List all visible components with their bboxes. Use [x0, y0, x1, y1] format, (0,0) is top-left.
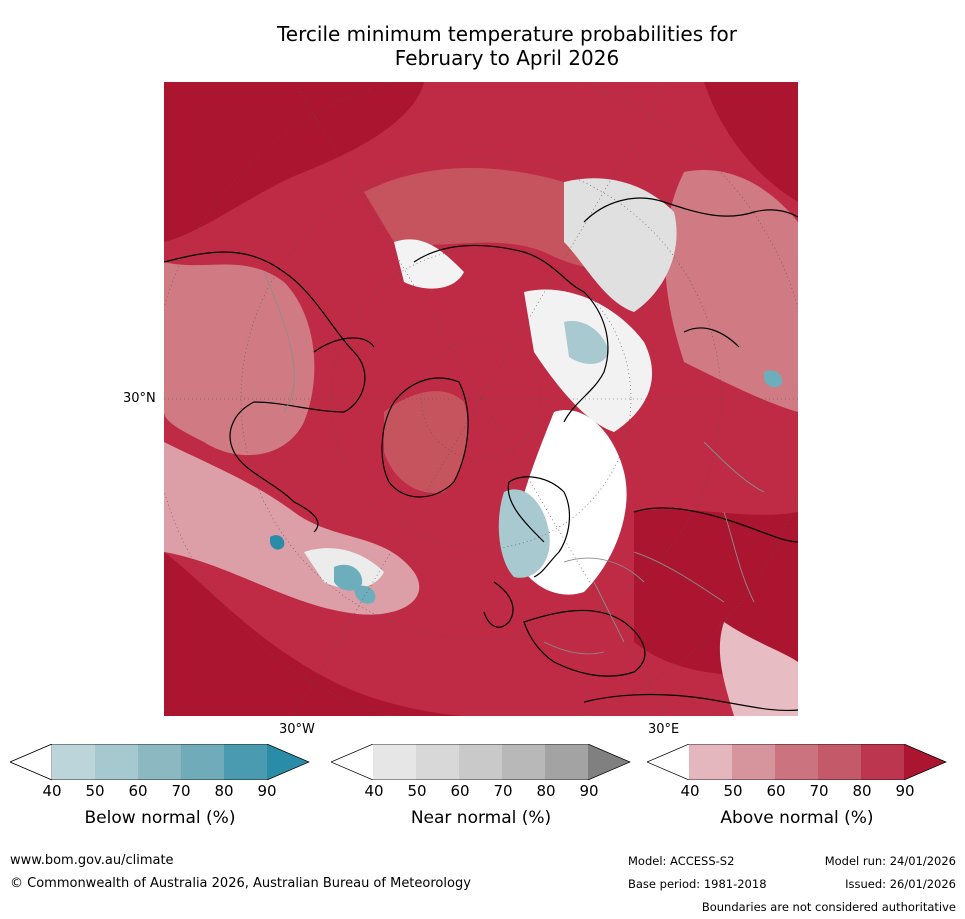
colorbar-near-swatch-4 [502, 744, 545, 780]
map-zone-near-north [564, 178, 677, 312]
map-zone-above-40-se [719, 622, 798, 716]
map-zone-below-atlantic [334, 564, 363, 591]
colorbar-below-tick-90: 90 [257, 782, 277, 800]
latitude-label-30n: 30°N [123, 391, 156, 406]
colorbar-below-label: Below normal (%) [84, 808, 236, 828]
colorbar-near [331, 744, 631, 780]
colorbar-above [647, 744, 947, 780]
map-zone-above-90-ne [704, 82, 798, 202]
colorbar-near-swatch-3 [459, 744, 502, 780]
colorbar-near-swatch-5 [545, 744, 588, 780]
colorbar-above-tick-40: 40 [680, 782, 700, 800]
colorbar-below-tick-40: 40 [42, 782, 62, 800]
map-zone-above-90-east [634, 509, 798, 682]
coastlines [164, 197, 798, 712]
colorbar-near-tick-80: 80 [536, 782, 556, 800]
colorbar-below-swatch-2 [95, 744, 138, 780]
colorbar-near-swatch-2 [416, 744, 459, 780]
colorbar-above-swatch-4 [818, 744, 861, 780]
map-zone-above-90-nw [164, 82, 424, 242]
colorbar-above-tick-60: 60 [766, 782, 786, 800]
map-zone-below-atlantic-core [270, 535, 285, 550]
colorbar-above-tick-50: 50 [723, 782, 743, 800]
longitude-label-30e: 30°E [648, 722, 680, 737]
map-zone-below-central-atlantic [354, 585, 376, 604]
colorbar-below-svg [10, 744, 310, 780]
map-zone-greenland [384, 391, 468, 493]
colorbar-near-tick-70: 70 [493, 782, 513, 800]
colorbar-near-swatch-6 [588, 744, 630, 780]
colorbar-near-tick-90: 90 [579, 782, 599, 800]
model-run-text: Model run: 24/01/2026 [824, 854, 956, 868]
map-zone-above-90-sw [164, 552, 464, 716]
colorbar-below-tick-50: 50 [85, 782, 105, 800]
colorbar-above-label: Above normal (%) [720, 808, 874, 828]
colorbar-above-swatch-1 [689, 744, 732, 780]
graticule [164, 82, 798, 716]
colorbar-below-swatch-3 [138, 744, 181, 780]
map-zone-below-east [764, 370, 783, 388]
colorbar-near-label: Near normal (%) [410, 808, 552, 828]
colorbar-above-swatch-3 [775, 744, 818, 780]
colorbar-above-swatch-6 [904, 744, 946, 780]
colorbar-near-swatch-1 [373, 744, 416, 780]
colorbar-below [10, 744, 310, 780]
colorbar-near-tick-50: 50 [407, 782, 427, 800]
colorbar-below-tick-80: 80 [214, 782, 234, 800]
map-zone-above-60-west [164, 262, 315, 456]
map-zone-below-siberia [564, 321, 609, 364]
model-text: Model: ACCESS-S2 [628, 854, 735, 868]
map-title: Tercile minimum temperature probabilitie… [160, 22, 854, 70]
colorbar-above-swatch-0 [647, 744, 689, 780]
probability-map [164, 82, 798, 716]
colorbar-below-swatch-1 [52, 744, 95, 780]
issued-text: Issued: 26/01/2026 [845, 877, 956, 891]
colorbar-above-tick-70: 70 [809, 782, 829, 800]
colorbar-below-tick-60: 60 [128, 782, 148, 800]
colorbar-near-svg [331, 744, 631, 780]
website-link[interactable]: www.bom.gov.au/climate [10, 853, 174, 868]
colorbar-near-tick-60: 60 [450, 782, 470, 800]
map-canvas [164, 82, 798, 716]
map-zone-below-scandinavia [498, 489, 550, 578]
base-period-text: Base period: 1981-2018 [628, 877, 767, 891]
map-zone-near-greenland-edge [394, 239, 464, 289]
disclaimer-text: Boundaries are not considered authoritat… [701, 900, 956, 914]
map-zone-above-60-ne [665, 170, 798, 412]
colorbar-above-swatch-2 [732, 744, 775, 780]
colorbar-below-swatch-0 [10, 744, 53, 780]
longitude-label-30w: 30°W [279, 722, 315, 737]
colorbar-above-tick-90: 90 [895, 782, 915, 800]
country-borders [263, 271, 765, 655]
colorbar-above-swatch-5 [861, 744, 904, 780]
title-line-1: Tercile minimum temperature probabilitie… [276, 22, 738, 46]
colorbar-below-tick-70: 70 [171, 782, 191, 800]
copyright-text: © Commonwealth of Australia 2026, Austra… [10, 876, 471, 891]
colorbar-above-svg [647, 744, 947, 780]
colorbar-above-tick-80: 80 [852, 782, 872, 800]
colorbar-below-swatch-6 [267, 744, 309, 780]
colorbar-near-swatch-0 [331, 744, 373, 780]
colorbar-below-swatch-5 [224, 744, 267, 780]
colorbar-near-tick-40: 40 [364, 782, 384, 800]
title-line-2: February to April 2026 [394, 46, 620, 70]
colorbar-below-swatch-4 [181, 744, 224, 780]
